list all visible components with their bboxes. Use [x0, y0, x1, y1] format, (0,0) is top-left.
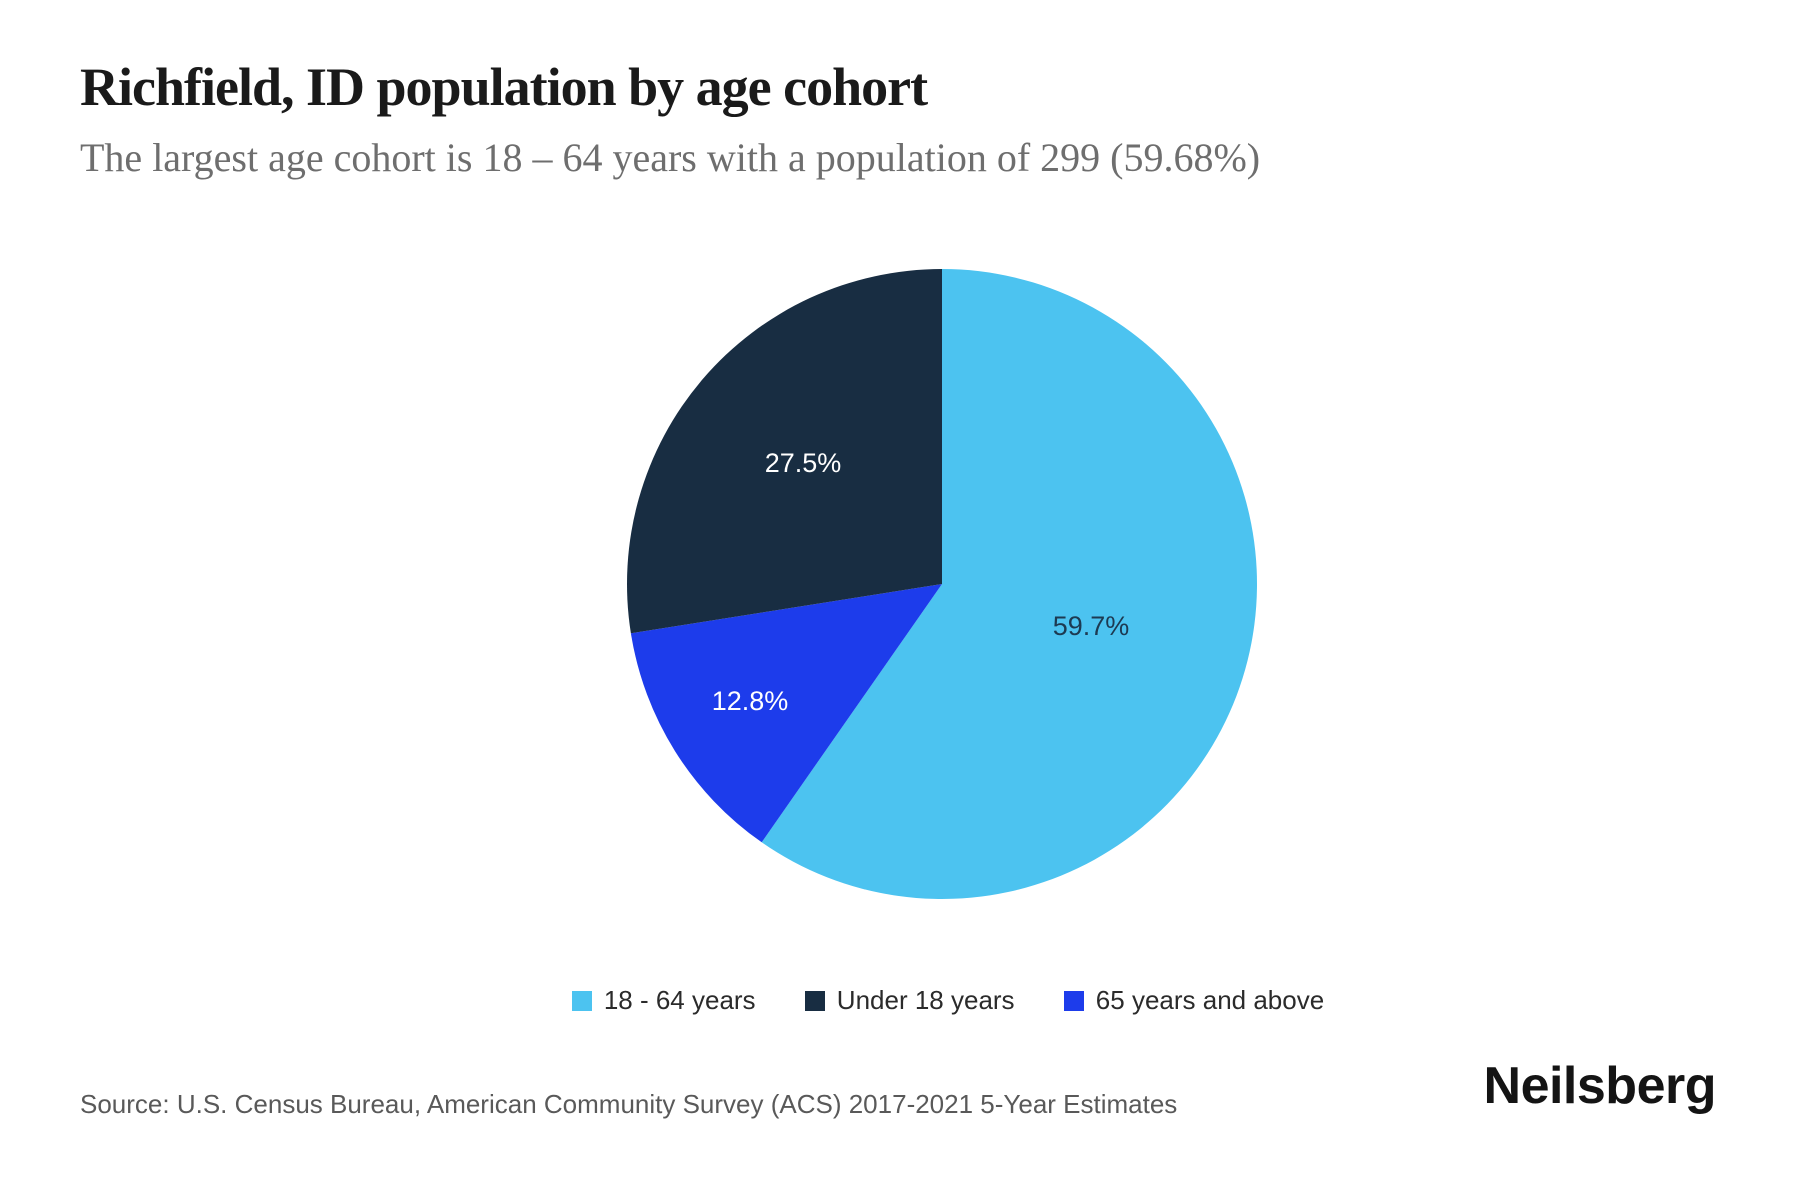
svg-text:27.5%: 27.5%	[765, 448, 842, 478]
svg-text:59.7%: 59.7%	[1053, 611, 1130, 641]
svg-text:12.8%: 12.8%	[712, 686, 789, 716]
